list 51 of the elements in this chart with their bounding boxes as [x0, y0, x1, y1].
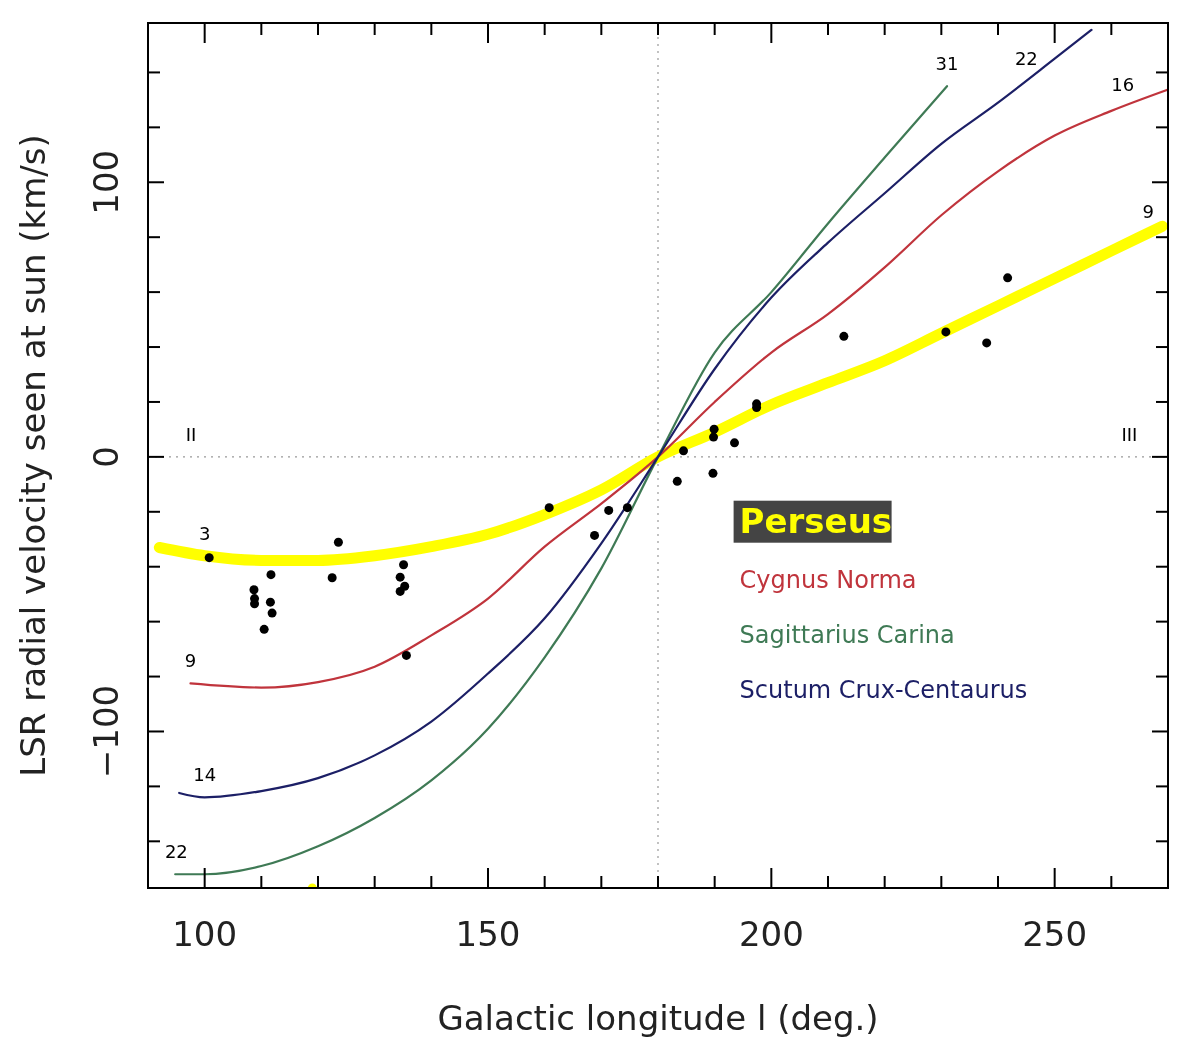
point — [265, 597, 275, 607]
text: Perseus — [739, 500, 893, 541]
y-tick-label: −100 — [86, 684, 126, 779]
point — [622, 503, 632, 513]
annotation: 9 — [1142, 201, 1154, 223]
x-tick-label: 150 — [455, 914, 521, 954]
x-tick-label: 200 — [738, 914, 804, 954]
x-axis-title: Galactic longitude l (deg.) — [437, 998, 879, 1038]
x-tick-label: 100 — [172, 914, 238, 954]
annotation: 9 — [184, 650, 197, 672]
point — [544, 503, 554, 513]
point — [709, 424, 719, 434]
point — [250, 599, 260, 609]
point — [327, 573, 337, 583]
annotation: II — [185, 423, 197, 445]
text: Cygnus Norma — [739, 565, 917, 594]
annotation: 16 — [1111, 73, 1135, 95]
point — [267, 608, 277, 618]
line-series — [178, 28, 1093, 799]
annotation: 14 — [193, 764, 217, 786]
annotation: 22 — [164, 841, 188, 863]
y-tick-label: 0 — [86, 446, 126, 468]
point — [708, 468, 718, 478]
y-tick-label: 100 — [86, 149, 126, 215]
point — [266, 570, 276, 580]
point — [679, 446, 688, 456]
point — [204, 553, 214, 563]
point — [982, 338, 992, 348]
x-tick-label: 250 — [1022, 914, 1088, 954]
point — [399, 560, 409, 570]
text: Sagittarius Carina — [739, 620, 955, 649]
point — [1003, 273, 1013, 283]
annotation: 31 — [935, 53, 959, 75]
point — [672, 476, 682, 486]
point — [941, 327, 951, 337]
annotation: 3 — [198, 522, 211, 544]
point — [604, 505, 614, 515]
point — [590, 530, 600, 540]
annotation: 22 — [1014, 47, 1038, 69]
point — [259, 624, 269, 634]
point — [709, 432, 719, 442]
y-axis-title: LSR radial velocity seen at sun (km/s) — [13, 134, 53, 777]
point — [395, 572, 405, 582]
point — [395, 586, 405, 596]
annotation: III — [1121, 423, 1138, 445]
text: Scutum Crux-Centaurus — [739, 675, 1028, 704]
point — [730, 438, 739, 448]
point — [249, 585, 259, 595]
point — [401, 650, 411, 660]
point — [839, 331, 849, 341]
point — [333, 537, 343, 547]
